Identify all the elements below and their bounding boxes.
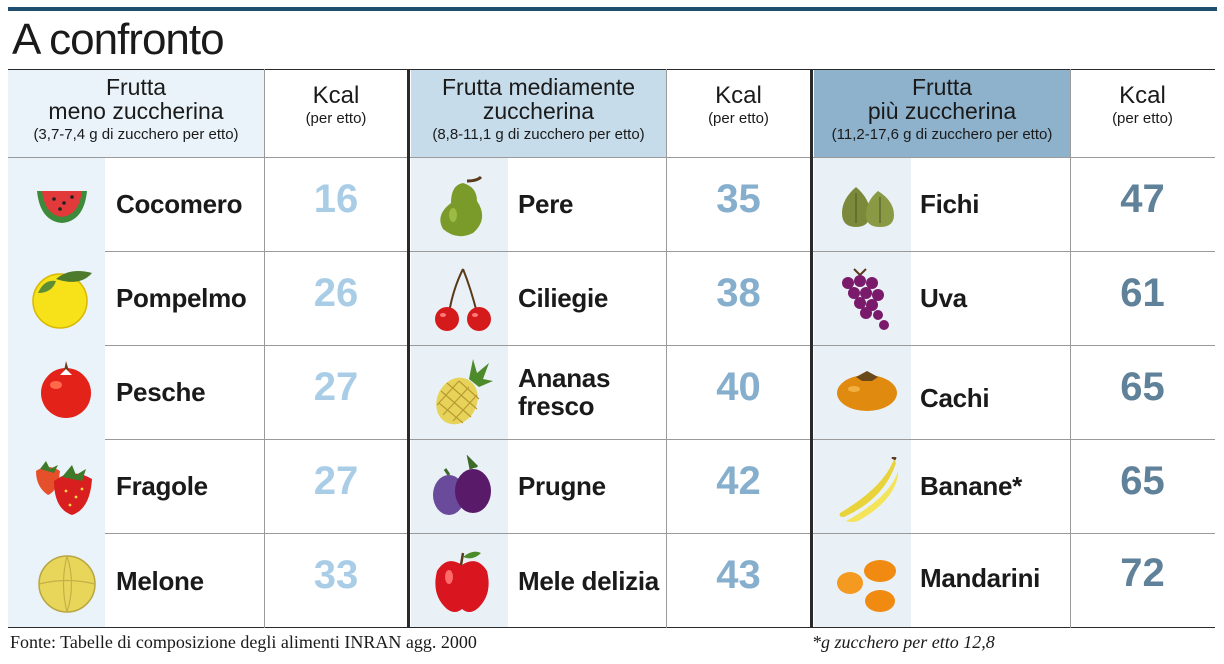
group-separator — [407, 69, 410, 628]
fruit-name: Fragole — [116, 471, 208, 501]
kcal-value: 47 — [1120, 176, 1165, 221]
fruit-name: Fichi — [920, 189, 980, 219]
col-divider — [666, 69, 667, 628]
fruit-name: Banane* — [920, 471, 1022, 501]
header-range: (11,2-17,6 g di zucchero per etto) — [831, 126, 1053, 143]
kcal-value: 33 — [313, 552, 359, 597]
table-bottom-rule — [8, 627, 1215, 628]
group-header: Frutta meno zuccherina (3,7-7,4 g di zuc… — [8, 69, 264, 157]
fruit-name: Pesche — [116, 377, 206, 407]
header-line2: zuccherina — [482, 98, 595, 124]
fruit-name: Melone — [116, 565, 204, 596]
kcal-value: 65 — [1120, 364, 1165, 409]
bananas-icon — [839, 457, 898, 522]
peach-icon — [41, 361, 91, 418]
grapefruit-icon — [32, 271, 92, 329]
source-note: Fonte: Tabelle di composizione degli ali… — [10, 632, 477, 652]
kcal-label: Kcal — [715, 82, 762, 109]
melon-icon — [38, 555, 96, 613]
top-rule — [8, 7, 1217, 11]
row-divider — [105, 345, 1215, 346]
row-divider — [105, 533, 1215, 534]
fruit-name: Pompelmo — [116, 283, 247, 313]
kcal-value: 42 — [716, 458, 761, 503]
fruit-name-line2: fresco — [518, 391, 595, 421]
group-header: Frutta mediamente zuccherina (8,8-11,1 g… — [411, 69, 666, 157]
header-range: (8,8-11,1 g di zucchero per etto) — [432, 126, 645, 143]
kcal-label: Kcal — [1119, 82, 1166, 109]
kcal-value: 65 — [1120, 458, 1165, 503]
kcal-sub: (per etto) — [1112, 110, 1173, 127]
strawberry-icon — [36, 461, 92, 515]
grapes-icon — [842, 268, 889, 330]
pineapple-icon — [436, 359, 493, 425]
persimmon-icon — [837, 371, 897, 411]
fruit-name: Prugne — [518, 471, 606, 501]
kcal-value: 43 — [716, 552, 761, 597]
kcal-header: Kcal (per etto) — [264, 69, 408, 157]
kcal-value: 72 — [1120, 550, 1165, 595]
header-line1: Frutta — [105, 74, 167, 100]
group-low-sugar: Frutta meno zuccherina (3,7-7,4 g di zuc… — [8, 69, 408, 628]
kcal-value: 38 — [716, 270, 761, 315]
row-divider — [105, 251, 1215, 252]
header-line1: Frutta — [911, 74, 973, 100]
kcal-value: 27 — [313, 364, 359, 409]
kcal-header: Kcal (per etto) — [1070, 69, 1215, 157]
kcal-value: 27 — [313, 458, 359, 503]
row-divider — [105, 439, 1215, 440]
kcal-value: 35 — [716, 176, 761, 221]
fruit-name: Cocomero — [116, 189, 243, 219]
group-separator — [810, 69, 813, 628]
cherries-icon — [435, 268, 491, 331]
fruit-name-line1: Ananas — [518, 363, 611, 393]
fruit-name: Pere — [518, 189, 574, 219]
kcal-value: 16 — [313, 176, 359, 221]
kcal-value: 40 — [716, 364, 761, 409]
figs-icon — [842, 187, 894, 227]
row-divider — [8, 157, 1215, 158]
mandarins-icon — [837, 560, 896, 612]
fruit-name: Uva — [920, 283, 967, 313]
kcal-value: 61 — [1120, 270, 1165, 315]
group-medium-sugar: Frutta mediamente zuccherina (8,8-11,1 g… — [411, 69, 811, 628]
header-line2: meno zuccherina — [48, 98, 224, 124]
kcal-sub: (per etto) — [708, 110, 769, 127]
fruit-name: Ananas fresco — [518, 345, 610, 439]
group-header: Frutta più zuccherina (11,2-17,6 g di zu… — [814, 69, 1070, 157]
col-divider — [264, 69, 265, 628]
kcal-label: Kcal — [312, 82, 360, 109]
kcal-header: Kcal (per etto) — [666, 69, 811, 157]
header-line2: più zuccherina — [867, 98, 1017, 124]
fruit-name: Mele delizia — [518, 565, 659, 596]
footnote: *g zucchero per etto 12,8 — [812, 632, 995, 652]
fruit-name: Mandarini — [920, 562, 1041, 593]
header-range: (3,7-7,4 g di zucchero per etto) — [33, 126, 239, 143]
col-divider — [1070, 69, 1071, 628]
comparison-table: Frutta meno zuccherina (3,7-7,4 g di zuc… — [8, 69, 1215, 628]
watermelon-icon — [37, 191, 87, 223]
header-line1: Frutta mediamente — [441, 74, 636, 100]
page-title: A confronto — [12, 15, 225, 64]
fruit-name: Cachi — [920, 383, 990, 413]
group-high-sugar: Frutta più zuccherina (11,2-17,6 g di zu… — [814, 69, 1215, 628]
apple-icon — [435, 551, 489, 612]
pear-icon — [440, 175, 483, 237]
plums-icon — [433, 455, 491, 515]
table-top-rule — [8, 69, 1215, 70]
kcal-value: 26 — [313, 270, 359, 315]
fruit-name: Ciliegie — [518, 283, 609, 313]
kcal-sub: (per etto) — [305, 110, 367, 127]
